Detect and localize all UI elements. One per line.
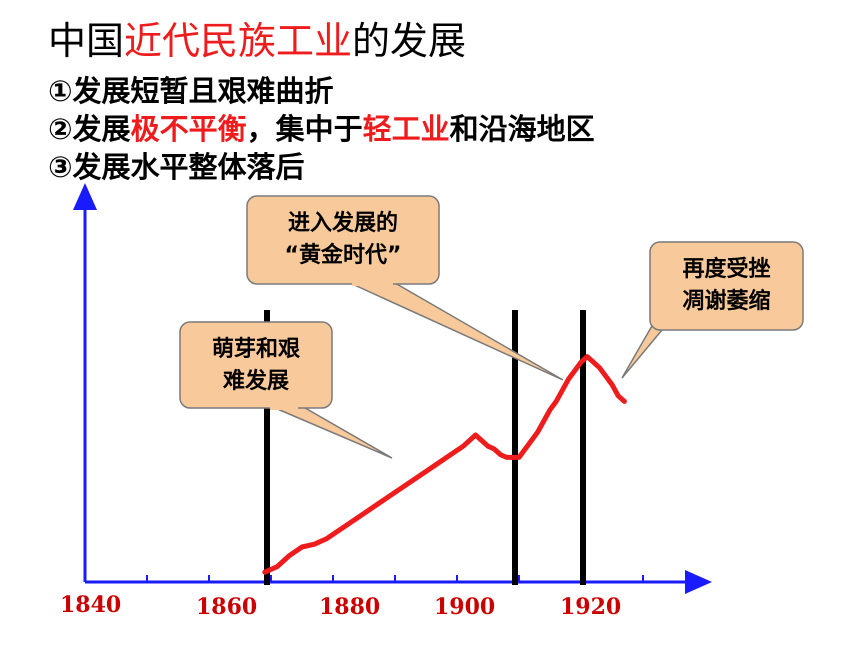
industry-development-curve — [262, 354, 627, 575]
x-tick-label: 1900 — [434, 594, 495, 620]
callout-text-line: 再度受挫 — [682, 256, 770, 282]
point-2-highlight-2: 轻工业 — [362, 112, 450, 146]
page-title: 中国近代民族工业的发展 — [48, 10, 466, 65]
callout-seam — [270, 404, 298, 410]
callout-box — [179, 321, 333, 409]
callout-box — [649, 241, 804, 331]
x-tick-label: 1920 — [560, 594, 621, 620]
point-3: ③发展水平整体落后 — [48, 150, 305, 184]
callout-golden-age: 进入发展的 “黄金时代” — [246, 195, 564, 381]
callout-text-line: 难发展 — [222, 368, 289, 394]
x-tick-label: 1860 — [196, 594, 257, 620]
point-2-highlight-1: 极不平衡 — [130, 112, 247, 146]
callout-text-line: 萌芽和艰 — [212, 337, 301, 362]
chart-axes — [73, 183, 712, 594]
title-suffix: 的发展 — [352, 19, 467, 63]
point-2-mid: ，集中于 — [246, 112, 363, 146]
callout-text-line: 进入发展的 — [288, 210, 398, 236]
callout-pointer — [349, 282, 564, 381]
title-highlight: 近代民族工业 — [124, 19, 353, 63]
callout-seam — [352, 280, 393, 286]
x-tick-label: 1880 — [319, 594, 380, 620]
callout-text-line: 凋谢萎缩 — [682, 288, 770, 314]
point-2-end: 和沿海地区 — [449, 112, 595, 146]
callout-pointer — [267, 404, 393, 459]
point-2-label: ②发展 — [48, 112, 131, 146]
callout-box — [246, 195, 440, 285]
summary-points: ①发展短暂且艰难曲折 ②发展极不平衡，集中于轻工业和沿海地区 ③发展水平整体落后 — [48, 72, 595, 186]
point-1: ①发展短暂且艰难曲折 — [48, 74, 334, 108]
x-tick-label: 1840 — [60, 592, 121, 618]
point-2: ②发展极不平衡，集中于轻工业和沿海地区 — [48, 110, 595, 148]
callout-text-line: “黄金时代” — [285, 242, 402, 268]
title-prefix: 中国 — [48, 19, 125, 63]
